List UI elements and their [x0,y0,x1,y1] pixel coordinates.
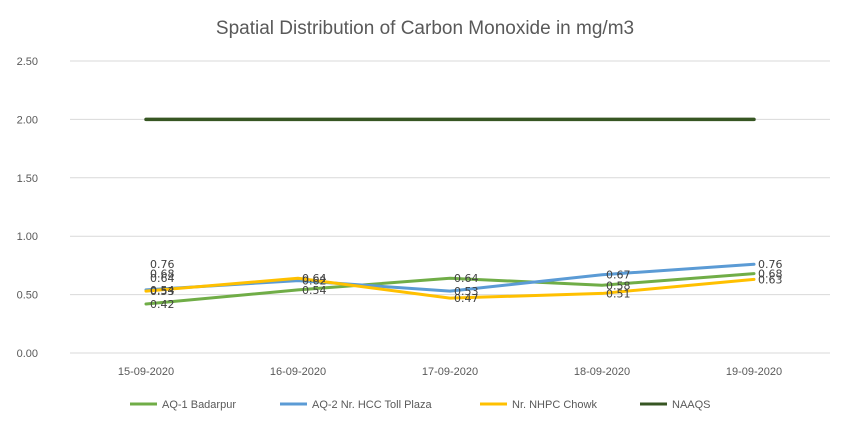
data-label: 0.68 [758,268,783,281]
x-tick-label: 16-09-2020 [270,366,326,378]
data-label: 0.76 [758,258,783,271]
data-label: 0.54 [302,284,327,297]
data-label: 0.76 [150,258,175,271]
data-label: 0.51 [606,287,631,300]
x-tick-label: 18-09-2020 [574,366,630,378]
data-label: 0.67 [606,269,631,282]
data-label: 0.47 [454,292,479,305]
data-label: 0.54 [150,284,175,297]
legend-label: AQ-1 Badarpur [162,399,236,411]
x-tick-label: 17-09-2020 [422,366,478,378]
data-label: 0.42 [150,298,175,311]
y-tick-label: 0.00 [17,348,38,360]
data-label: 0.64 [302,272,327,285]
series-line-2 [144,276,756,300]
x-tick-label: 15-09-2020 [118,366,174,378]
data-label: 0.53 [150,285,175,298]
data-label: 0.64 [454,272,479,285]
data-label: 0.68 [150,268,175,281]
series-line-0 [144,272,756,306]
data-label: 0.58 [606,279,631,292]
y-tick-label: 1.50 [17,173,38,185]
data-label: 0.64 [150,272,175,285]
data-label: 0.63 [758,273,783,286]
legend-label: Nr. NHPC Chowk [512,399,597,411]
data-label: 0.53 [454,285,479,298]
y-tick-label: 0.50 [17,290,38,302]
y-tick-label: 2.00 [17,114,38,126]
legend-label: NAAQS [672,399,711,411]
legend-label: AQ-2 Nr. HCC Toll Plaza [312,399,432,411]
chart-title: Spatial Distribution of Carbon Monoxide … [216,18,634,39]
y-tick-label: 1.00 [17,231,38,243]
x-tick-label: 19-09-2020 [726,366,782,378]
data-label: 0.62 [302,275,327,288]
y-tick-label: 2.50 [17,56,38,68]
